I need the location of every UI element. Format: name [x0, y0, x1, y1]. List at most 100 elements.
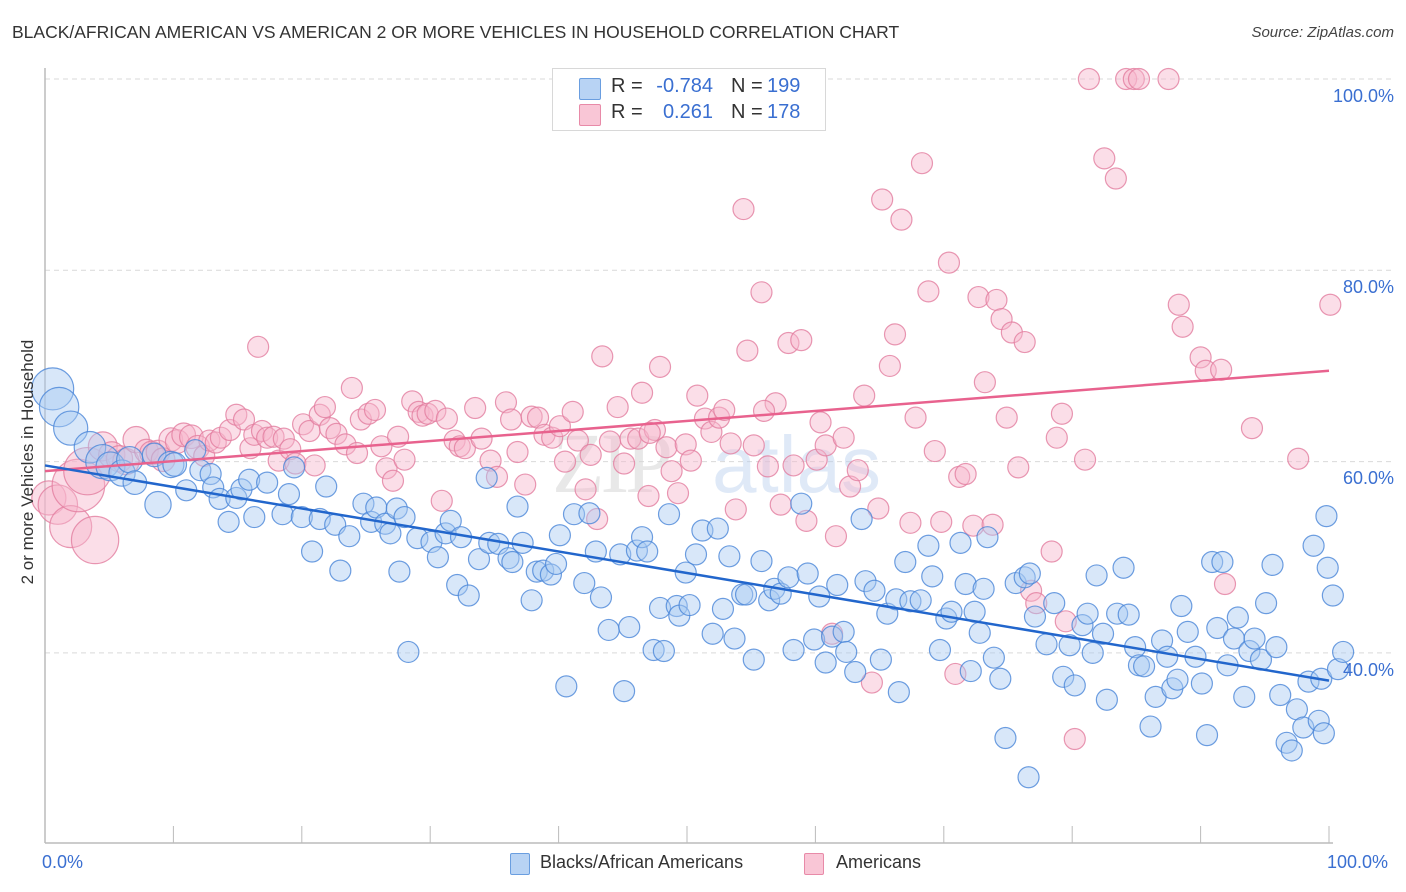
blacks-point — [1233, 685, 1256, 708]
blacks-point — [555, 675, 578, 698]
blacks-point — [782, 638, 805, 662]
blacks-point — [393, 505, 416, 529]
blacks-point — [238, 468, 261, 491]
blacks-point — [869, 648, 892, 671]
blacks-point — [917, 534, 940, 557]
americans-point — [883, 323, 907, 346]
blacks-point — [282, 456, 306, 479]
blacks-point — [854, 570, 877, 593]
americans-point — [363, 398, 387, 422]
blacks-point — [706, 517, 729, 540]
blacks-point — [826, 573, 849, 597]
americans-point — [514, 473, 537, 496]
blacks-point — [1091, 622, 1115, 645]
americans-point — [923, 439, 946, 463]
americans-point — [381, 469, 405, 492]
americans-point — [795, 509, 818, 533]
americans-point — [612, 452, 636, 475]
blacks-point — [1302, 534, 1325, 557]
americans-point — [981, 513, 1004, 536]
blacks-point — [475, 466, 498, 489]
blacks-point — [1332, 640, 1355, 664]
americans-point — [904, 406, 927, 429]
blacks-point — [467, 548, 491, 571]
blacks-point — [1326, 658, 1350, 681]
blacks-point — [271, 503, 294, 526]
blacks-point — [1043, 592, 1066, 615]
axes — [44, 68, 1333, 844]
blacks-point — [1063, 674, 1086, 697]
blacks-point — [803, 628, 826, 651]
blacks-point — [385, 497, 408, 520]
blacks-point — [885, 588, 908, 611]
americans-point — [37, 484, 79, 525]
bottom-legend-americans: Americans — [836, 852, 922, 872]
blacks-point — [277, 483, 301, 506]
blacks-point — [544, 552, 568, 576]
americans-point — [660, 460, 683, 483]
blacks-point — [329, 559, 352, 582]
americans-point — [985, 288, 1008, 312]
americans-points — [31, 67, 1342, 751]
americans-point — [871, 188, 894, 211]
y-tick-label-60: 60.0% — [1342, 468, 1394, 488]
americans-point — [272, 427, 295, 450]
blacks-point — [1238, 639, 1261, 663]
americans-point — [937, 251, 961, 274]
blacks-point — [850, 507, 873, 531]
grid-lines — [45, 78, 1395, 654]
blacks-point — [1133, 655, 1156, 678]
blacks-point — [1166, 668, 1189, 691]
americans-point — [899, 511, 922, 534]
americans-point — [561, 400, 584, 423]
blacks-point — [814, 651, 837, 674]
americans-point — [1287, 447, 1310, 470]
blacks-point — [968, 621, 991, 644]
americans-point — [464, 396, 487, 420]
americans-point — [995, 406, 1018, 429]
blacks-point — [1206, 616, 1229, 640]
americans-point — [1000, 321, 1023, 344]
blacks-point — [989, 667, 1012, 690]
americans-point — [424, 399, 447, 423]
blacks-point — [1035, 633, 1058, 656]
americans-point — [435, 407, 458, 430]
blacks-point — [256, 471, 279, 494]
blacks-point — [1195, 724, 1219, 747]
americans-point — [679, 449, 702, 472]
blacks-point — [921, 565, 944, 588]
bottom-legend-swatch-blue — [510, 853, 530, 875]
americans-point — [1167, 293, 1190, 316]
blacks-point — [894, 550, 917, 574]
blacks-point — [1117, 603, 1140, 626]
americans-point — [1157, 67, 1180, 91]
blacks-point — [548, 524, 571, 547]
americans-point — [750, 281, 773, 304]
blacks-point — [426, 546, 450, 569]
blacks-point — [832, 620, 855, 643]
blacks-point — [1211, 550, 1234, 574]
americans-point — [586, 507, 609, 531]
blacks-point — [397, 640, 420, 664]
americans-point — [579, 443, 602, 467]
americans-point — [430, 489, 453, 512]
americans-point — [777, 331, 800, 355]
americans-point — [700, 420, 723, 444]
blacks-point — [38, 386, 80, 428]
blacks-point — [184, 439, 207, 462]
blacks-point — [525, 560, 548, 583]
blacks-point — [612, 680, 636, 703]
blacks-point — [73, 430, 107, 464]
americans-point — [606, 395, 629, 419]
blacks-point — [636, 540, 659, 563]
blacks-point — [982, 646, 1005, 669]
blacks-point — [1269, 683, 1292, 707]
americans-point — [973, 371, 996, 394]
americans-point — [598, 430, 622, 453]
americans-point — [1171, 315, 1194, 338]
blacks-point — [243, 505, 266, 529]
americans-point — [809, 411, 832, 434]
americans-point — [70, 515, 120, 565]
blacks-point — [457, 584, 480, 607]
